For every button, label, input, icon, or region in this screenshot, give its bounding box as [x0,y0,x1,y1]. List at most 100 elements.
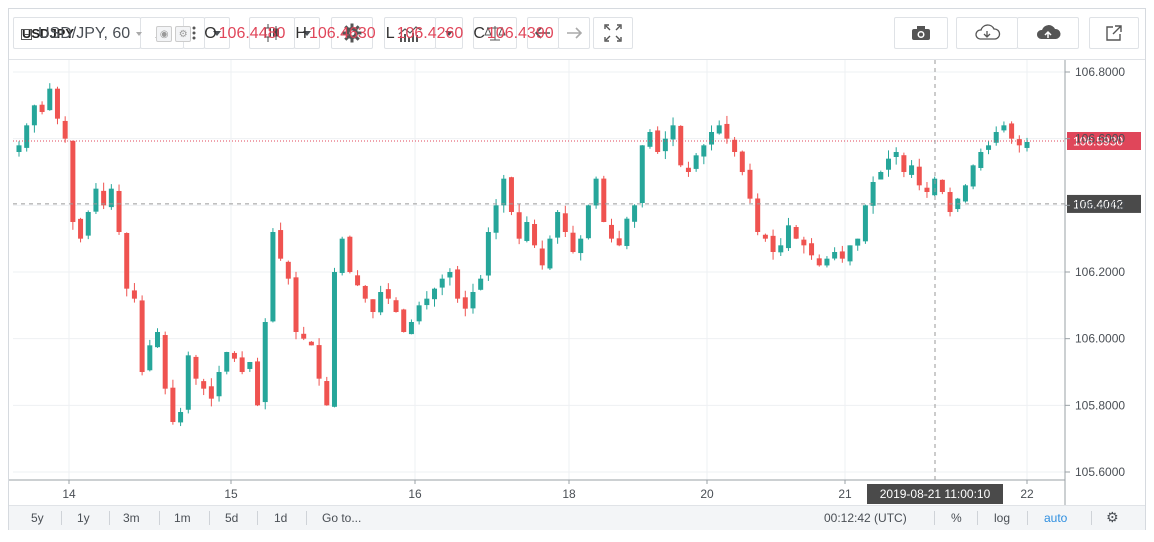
low-value: 106.4260 [396,25,464,42]
utc-clock[interactable]: 00:12:42 (UTC) [824,511,907,525]
indicators-dropdown-button[interactable] [435,17,463,49]
candle-body [362,285,368,299]
candle-body [393,300,399,312]
indicators-button[interactable] [384,17,436,49]
goto-button[interactable]: Go to... [322,511,362,525]
range-5d-button[interactable]: 5d [225,511,239,525]
chevron-down-icon [445,30,453,36]
candle-body [131,290,137,299]
candle-body [962,185,968,202]
candle-body [855,238,861,246]
y-tick-label: 106.8000 [1075,65,1125,79]
candle-body [624,218,630,246]
candle-body [439,278,445,288]
candle-body [62,120,68,139]
candle-body [762,234,768,239]
candle-body [878,172,884,180]
eye-icon[interactable]: ◉ [156,26,173,42]
range-3m-button[interactable]: 3m [123,511,140,525]
symbol-search-button[interactable]: USDJPY [13,17,141,49]
candle-body [485,232,491,276]
candle-body [578,238,584,254]
candle-body [93,188,99,212]
chevron-down-icon [303,30,311,36]
redo-button[interactable] [558,17,590,49]
candle-body [709,132,715,145]
candle-body [416,305,422,322]
top-toolbar: USDJPY 1h [9,9,1145,60]
camera-icon [912,26,930,40]
undo-button[interactable] [527,17,559,49]
candle-body [147,345,153,371]
candle-body [47,88,53,111]
price-chart[interactable]: 106.5930 106.4042 2019-08-21 11:00:10 106.… [9,60,1145,505]
low-label: L [385,25,395,42]
high-value: 106.4630 [308,25,376,42]
popout-button[interactable] [1089,17,1139,49]
candle-body [501,178,507,206]
x-tick-label: 16 [408,487,422,501]
auto-scale-button[interactable]: auto [1044,511,1068,525]
crosshair-price-label: 106.4042 [1073,197,1123,211]
candle-body [462,297,468,309]
candle-body [262,322,268,403]
candle-body [662,138,668,152]
candle-body [424,298,430,306]
percent-scale-button[interactable]: % [951,511,962,525]
fullscreen-button[interactable] [593,17,633,49]
candle-body [255,361,261,406]
interval-dropdown-button[interactable] [204,17,230,49]
x-tick-label: 20 [700,487,714,501]
candles [16,83,1030,427]
chart-style-button[interactable] [249,17,295,49]
candle-body [778,245,784,253]
close-value: 106.4390 [486,25,554,42]
candle-body [739,151,745,172]
gear-icon[interactable]: ⚙ [175,26,192,42]
candle-body [247,362,253,369]
candle-body [408,322,414,335]
candle-body [885,158,891,170]
candle-body [185,355,191,410]
candle-body [70,140,76,222]
log-scale-button[interactable]: log [994,511,1011,525]
candle-body [201,381,207,389]
candle-body [193,356,199,379]
candles-icon [265,24,279,42]
range-1m-button[interactable]: 1m [174,511,191,525]
candle-body [909,165,915,175]
chart-area[interactable]: 106.5930 106.4042 2019-08-21 11:00:10 106.… [9,60,1145,505]
range-1y-button[interactable]: 1y [77,511,90,525]
y-tick-label: 106.0000 [1075,332,1125,346]
range-1d-button[interactable]: 1d [274,511,288,525]
screenshot-button[interactable] [894,17,948,49]
candle-body [732,139,738,152]
candle-body [593,178,599,206]
compare-button[interactable] [473,17,517,49]
candle-body [793,227,799,239]
save-layout-button[interactable] [1017,17,1079,49]
range-5y-button[interactable]: 5y [31,511,44,525]
gear-icon[interactable]: ⚙ [1106,509,1119,525]
candle-body [847,245,853,262]
candle-body [616,238,622,246]
candle-body [178,412,184,423]
last-price-label: 106.5930 [1073,135,1123,149]
candle-body [508,177,514,212]
chevron-down-icon[interactable] [136,32,143,36]
load-layout-button[interactable] [956,17,1018,49]
candle-body [608,224,614,239]
chart-style-dropdown-button[interactable] [294,17,320,49]
candle-body [324,381,330,406]
candle-body [824,258,830,266]
candle-body [301,333,307,339]
candle-body [478,278,484,290]
candle-body [870,182,876,206]
chevron-down-icon [213,30,221,36]
settings-button[interactable] [331,17,373,49]
y-tick-label: 106.6000 [1075,132,1125,146]
collapse-legend-icon[interactable] [21,28,32,40]
candle-body [947,192,953,212]
more-vertical-icon [192,26,196,40]
bottom-toolbar: 5y 1y 3m 1m 5d 1d Go to... 00:12:42 (UTC… [9,505,1145,530]
